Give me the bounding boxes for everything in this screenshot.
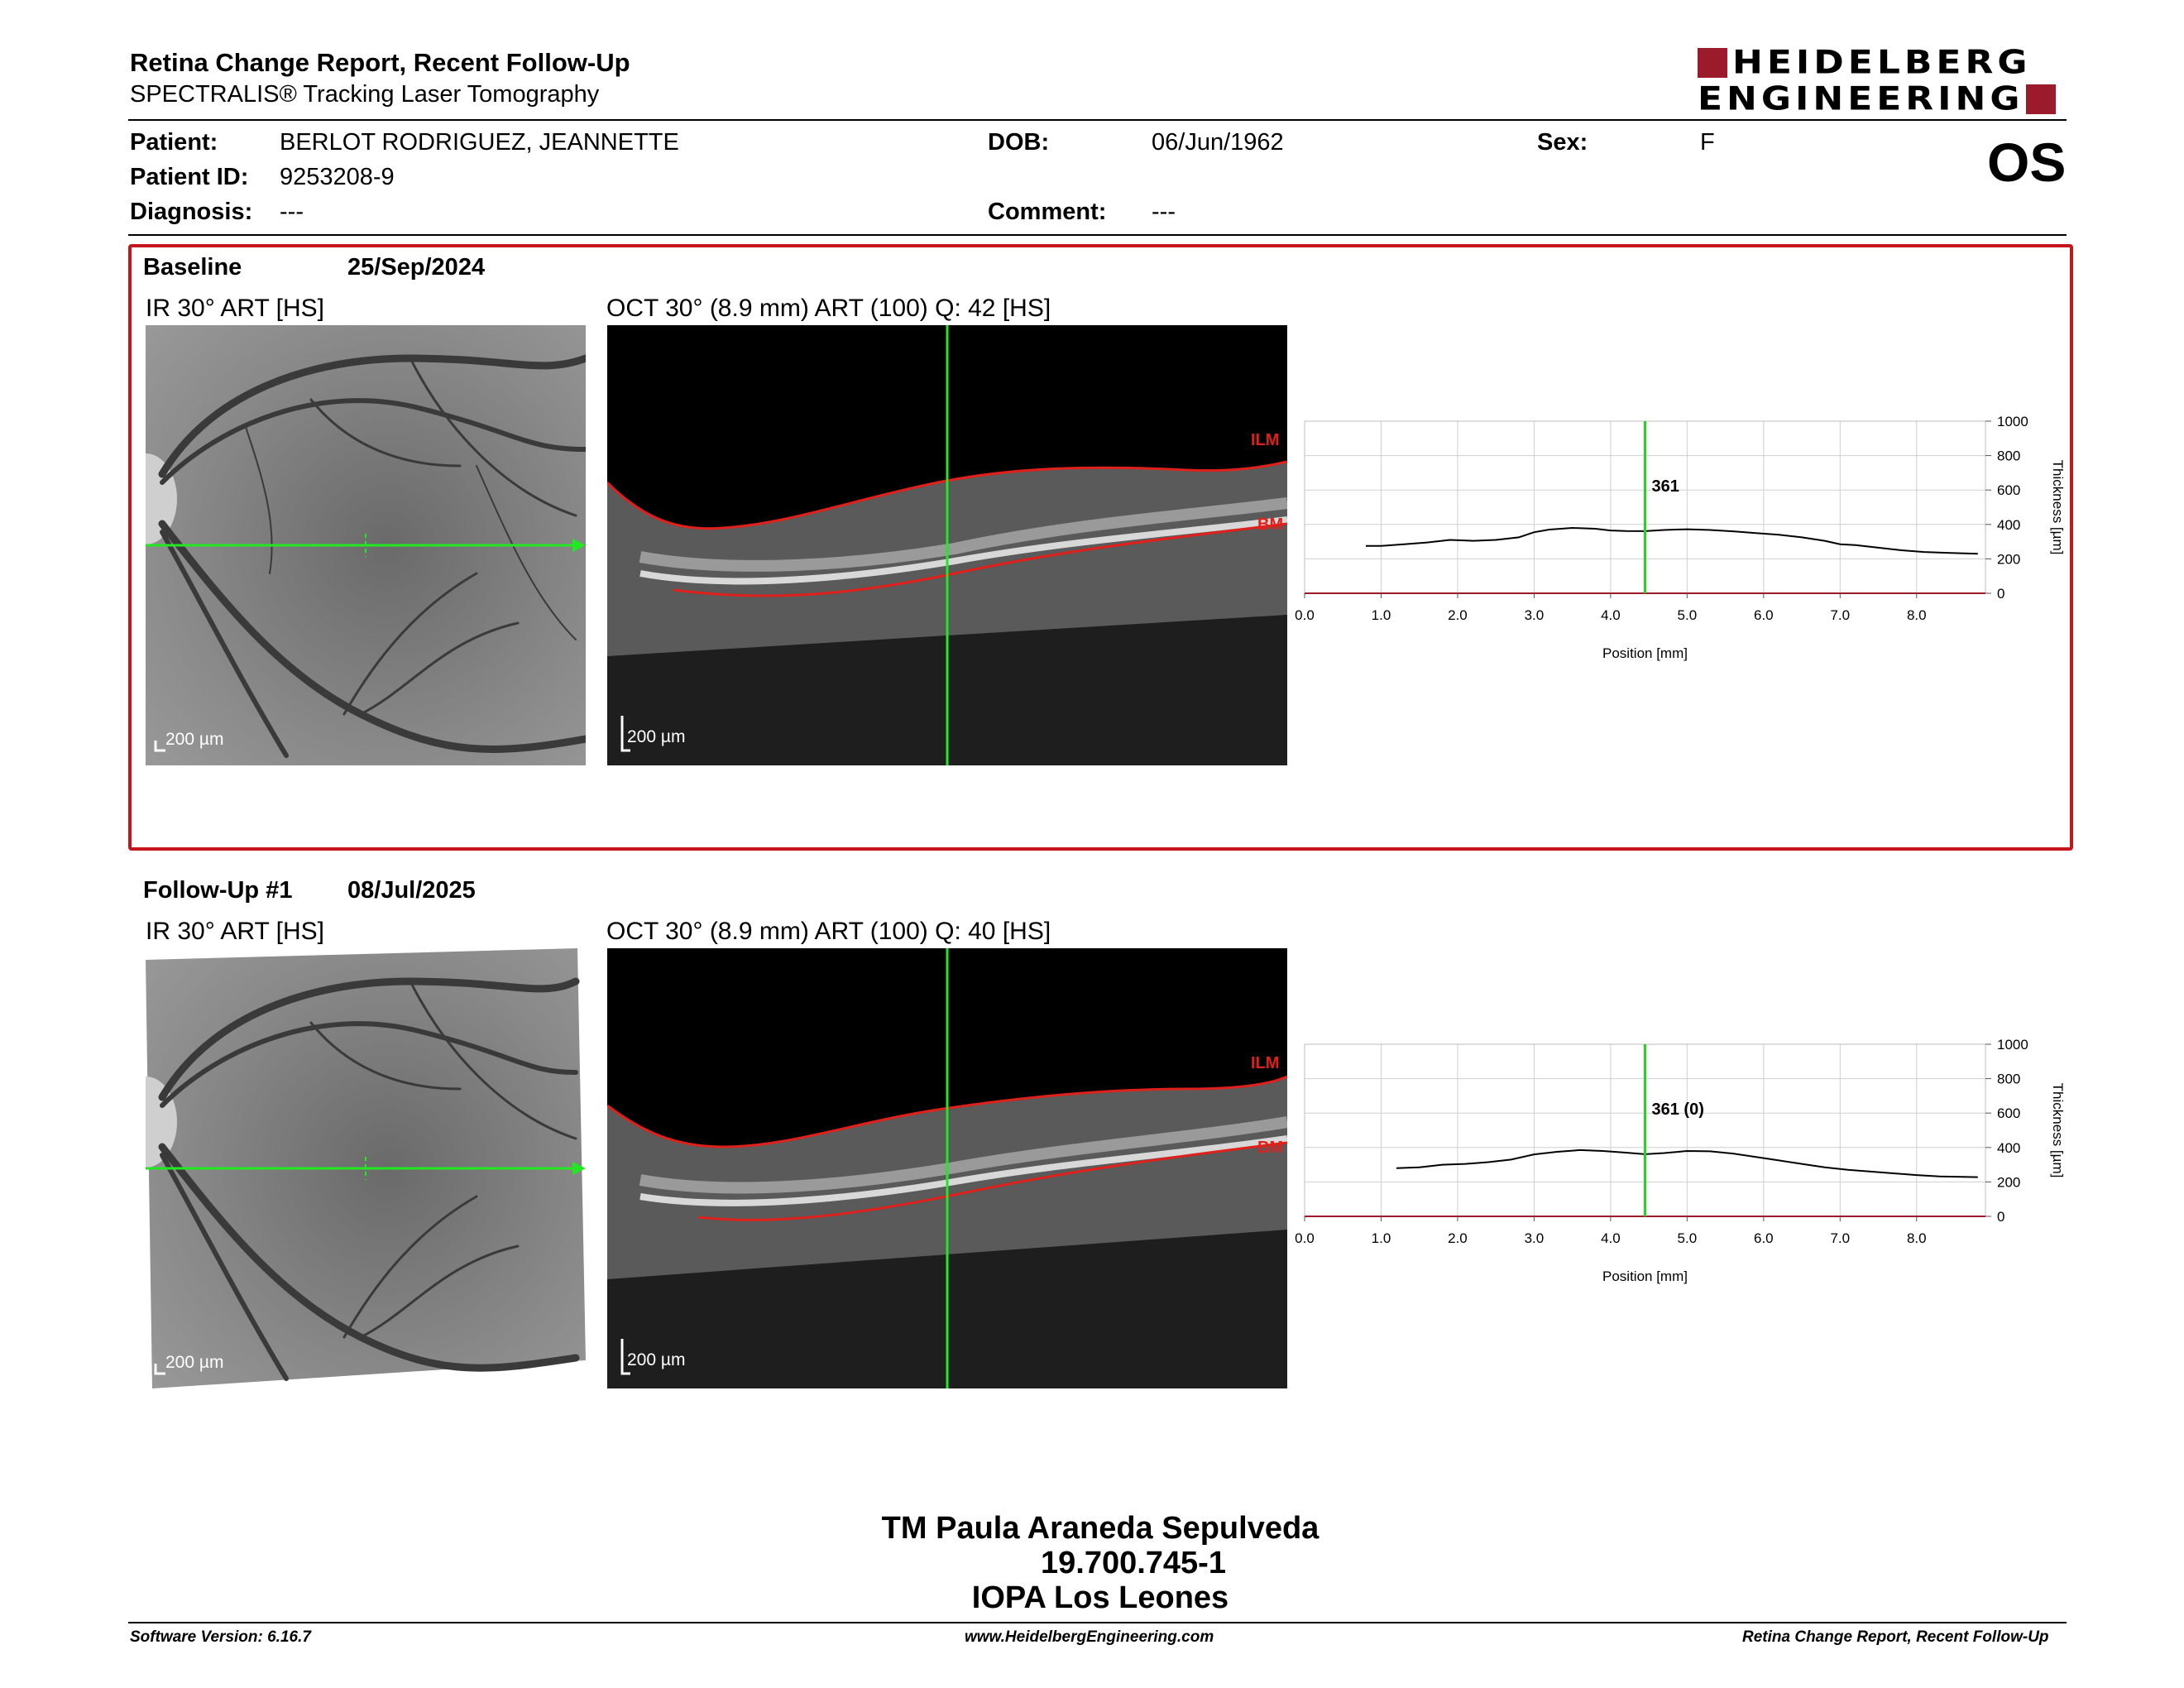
x-tick-label: 2.0 — [1448, 1230, 1468, 1246]
ir-scale-label: 200 µm — [165, 1353, 224, 1372]
ilm-label: ILM — [1251, 1054, 1280, 1072]
comment-label: Comment: — [988, 199, 1107, 225]
x-tick-label: 7.0 — [1830, 607, 1850, 623]
x-tick-label: 8.0 — [1907, 1230, 1927, 1246]
sex-label: Sex: — [1537, 129, 1588, 156]
y-tick-label: 800 — [1997, 1072, 2020, 1087]
x-tick-label: 0.0 — [1295, 607, 1315, 623]
diagnosis-label: Diagnosis: — [130, 199, 253, 225]
y-axis-label: Thickness [µm] — [2050, 1083, 2066, 1178]
cursor-thickness-value: 361 (0) — [1652, 1101, 1704, 1119]
baseline-ir-fundus-image[interactable]: 200 µm — [146, 325, 586, 765]
x-axis-label: Position [mm] — [1602, 645, 1688, 661]
y-tick-label: 400 — [1997, 517, 2020, 533]
x-tick-label: 1.0 — [1372, 607, 1391, 623]
baseline-oct-bscan-image[interactable]: ILM BM 200 µm — [607, 325, 1287, 765]
ir-scale-label: 200 µm — [165, 730, 224, 749]
thickness-series-line — [1396, 1149, 1978, 1178]
signature-institution: IOPA Los Leones — [971, 1580, 1229, 1615]
x-tick-label: 1.0 — [1372, 1230, 1391, 1246]
oct-scale-label: 200 µm — [627, 727, 686, 746]
x-tick-label: 5.0 — [1678, 1230, 1698, 1246]
followup-ir-fundus-image[interactable]: 200 µm — [146, 948, 586, 1388]
x-axis-label: Position [mm] — [1602, 1268, 1688, 1284]
signature-rut: 19.700.745-1 — [1041, 1546, 1226, 1580]
patient-name: BERLOT RODRIGUEZ, JEANNETTE — [280, 129, 679, 156]
followup-oct-bscan-image[interactable]: ILM BM 200 µm — [607, 948, 1287, 1388]
diagnosis-value: --- — [280, 199, 304, 225]
bm-label: BM — [1257, 1139, 1284, 1157]
fundus-graphic — [146, 325, 586, 765]
followup-date: 08/Jul/2025 — [347, 877, 476, 904]
x-tick-label: 7.0 — [1830, 1230, 1850, 1246]
x-tick-label: 8.0 — [1907, 607, 1927, 623]
sex-value: F — [1700, 129, 1715, 156]
info-divider — [128, 234, 2067, 236]
dob-value: 06/Jun/1962 — [1152, 129, 1284, 156]
followup-oct-caption: OCT 30° (8.9 mm) ART (100) Q: 40 [HS] — [606, 918, 1051, 945]
y-tick-label: 1000 — [1997, 414, 2028, 429]
footer-report-name: Retina Change Report, Recent Follow-Up — [1742, 1628, 2049, 1646]
y-axis-label: Thickness [µm] — [2050, 460, 2066, 555]
oct-scale-label: 200 µm — [627, 1350, 686, 1369]
thickness-series-line — [1366, 526, 1978, 555]
baseline-thickness-profile-chart[interactable]: 0.0 1.0 2.0 3.0 4.0 5.0 6.0 7.0 8.0 0 200 400 600 800… — [1291, 410, 2085, 683]
x-tick-label: 4.0 — [1601, 1230, 1621, 1246]
software-version: Software Version: 6.16.7 — [130, 1628, 311, 1646]
y-tick-label: 1000 — [1997, 1037, 2028, 1053]
baseline-panel-frame[interactable] — [128, 244, 2073, 851]
header-divider — [128, 119, 2067, 121]
comment-value: --- — [1152, 199, 1176, 225]
y-tick-label: 200 — [1997, 1174, 2020, 1190]
baseline-ir-caption: IR 30° ART [HS] — [146, 295, 324, 322]
y-tick-label: 800 — [1997, 448, 2020, 464]
y-tick-label: 0 — [1997, 1209, 2004, 1225]
signature-name: TM Paula Araneda Sepulveda — [881, 1511, 1320, 1546]
followup-ir-caption: IR 30° ART [HS] — [146, 918, 324, 945]
y-tick-label: 600 — [1997, 1105, 2020, 1121]
report-subtitle: SPECTRALIS® Tracking Laser Tomography — [130, 81, 600, 108]
patient-label: Patient: — [130, 129, 218, 156]
x-tick-label: 6.0 — [1754, 1230, 1774, 1246]
x-tick-label: 3.0 — [1525, 607, 1545, 623]
y-tick-label: 600 — [1997, 482, 2020, 498]
website-link[interactable]: www.HeidelbergEngineering.com — [965, 1628, 1214, 1646]
y-tick-label: 400 — [1997, 1140, 2020, 1156]
x-tick-label: 0.0 — [1295, 1230, 1315, 1246]
baseline-label: Baseline — [143, 254, 242, 281]
patient-id-label: Patient ID: — [130, 164, 249, 190]
eye-indicator: OS — [1987, 132, 2067, 193]
cursor-thickness-value: 361 — [1652, 477, 1679, 496]
fundus-graphic — [146, 948, 586, 1388]
logo-square-icon — [2025, 84, 2056, 114]
footer-divider — [128, 1622, 2067, 1623]
followup-label: Follow-Up #1 — [143, 877, 293, 904]
logo-line-1: HEIDELBERG — [1732, 43, 2032, 82]
y-tick-label: 200 — [1997, 551, 2020, 567]
heidelberg-logo: HEIDELBERG ENGINEERING — [1698, 46, 2078, 117]
x-tick-label: 2.0 — [1448, 607, 1468, 623]
x-tick-label: 4.0 — [1601, 607, 1621, 623]
oct-graphic — [607, 948, 1287, 1388]
oct-graphic — [607, 325, 1287, 765]
logo-square-icon — [1698, 48, 1727, 78]
y-tick-label: 0 — [1997, 586, 2004, 602]
x-tick-label: 5.0 — [1678, 607, 1698, 623]
dob-label: DOB: — [988, 129, 1050, 156]
report-title: Retina Change Report, Recent Follow-Up — [130, 48, 630, 77]
ilm-label: ILM — [1251, 431, 1280, 449]
x-tick-label: 3.0 — [1525, 1230, 1545, 1246]
x-tick-label: 6.0 — [1754, 607, 1774, 623]
bm-label: BM — [1257, 516, 1284, 534]
baseline-date: 25/Sep/2024 — [347, 254, 486, 281]
patient-id: 9253208-9 — [280, 164, 395, 190]
baseline-oct-caption: OCT 30° (8.9 mm) ART (100) Q: 42 [HS] — [606, 295, 1051, 322]
followup-thickness-profile-chart[interactable]: 0.0 1.0 2.0 3.0 4.0 5.0 6.0 7.0 8.0 0 200 400 600 800… — [1291, 1033, 2085, 1306]
logo-line-2: ENGINEERING — [1698, 79, 2024, 118]
